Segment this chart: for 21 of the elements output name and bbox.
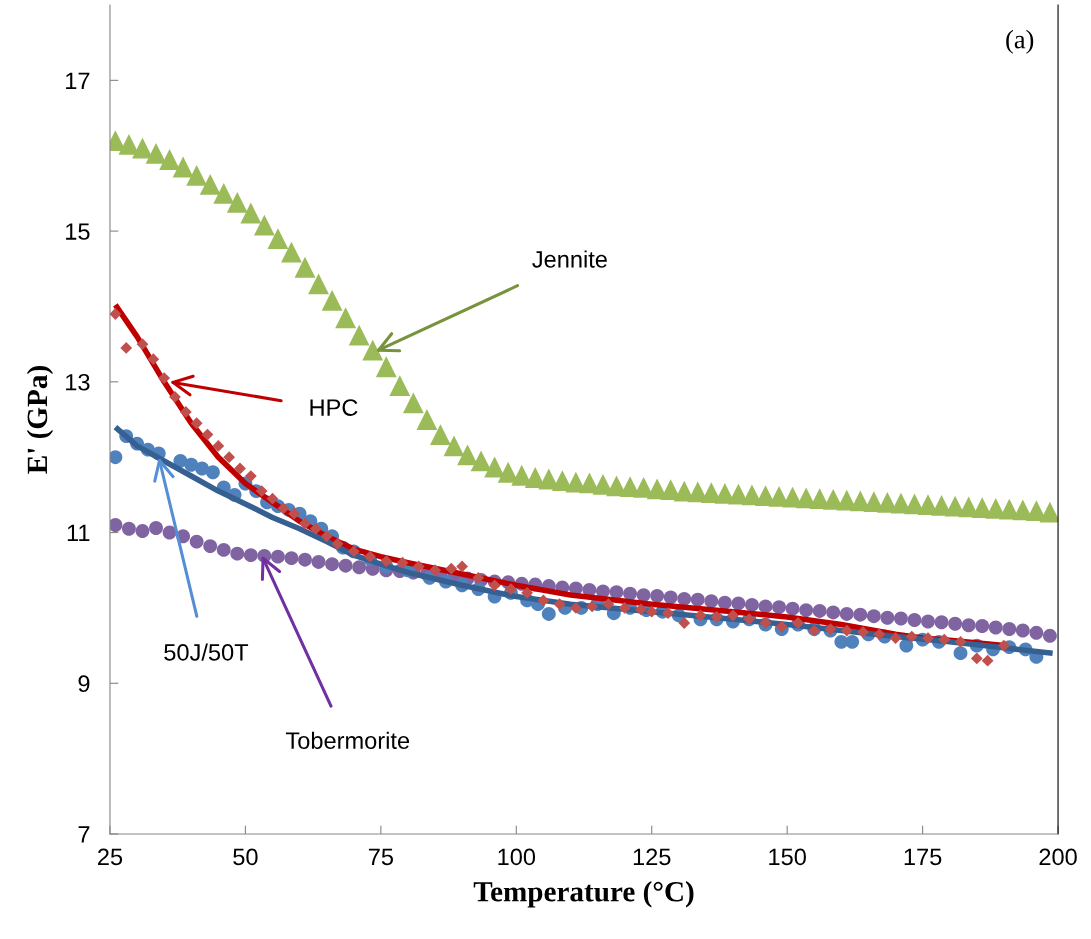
- x-tick-label: 150: [769, 848, 806, 866]
- x-tick-label: 125: [633, 848, 671, 866]
- annotation: Jennite: [532, 250, 607, 268]
- x-tick-label: 200: [1039, 848, 1077, 866]
- annotation: Tobermorite: [285, 731, 410, 749]
- y-tick-label: 13: [66, 373, 90, 391]
- x-tick-label: 175: [904, 848, 942, 866]
- annotation: (a): [1006, 29, 1034, 54]
- y-axis-title: E' (GPa): [26, 366, 54, 474]
- y-tick-label: 7: [78, 826, 90, 843]
- x-axis-title: Temperature (°C): [473, 881, 694, 908]
- y-tick-label: 15: [66, 223, 90, 240]
- x-tick-label: 75: [368, 848, 393, 866]
- annotation: HPC: [310, 399, 358, 416]
- y-tick-label: 9: [78, 675, 90, 693]
- x-tick-label: 100: [498, 848, 536, 866]
- y-tick-label: 17: [66, 72, 90, 89]
- x-tick-label: 50: [233, 848, 258, 866]
- annotation: 50J/50T: [164, 643, 249, 661]
- x-tick-label: 25: [98, 848, 123, 866]
- y-tick-label: 11: [67, 524, 90, 542]
